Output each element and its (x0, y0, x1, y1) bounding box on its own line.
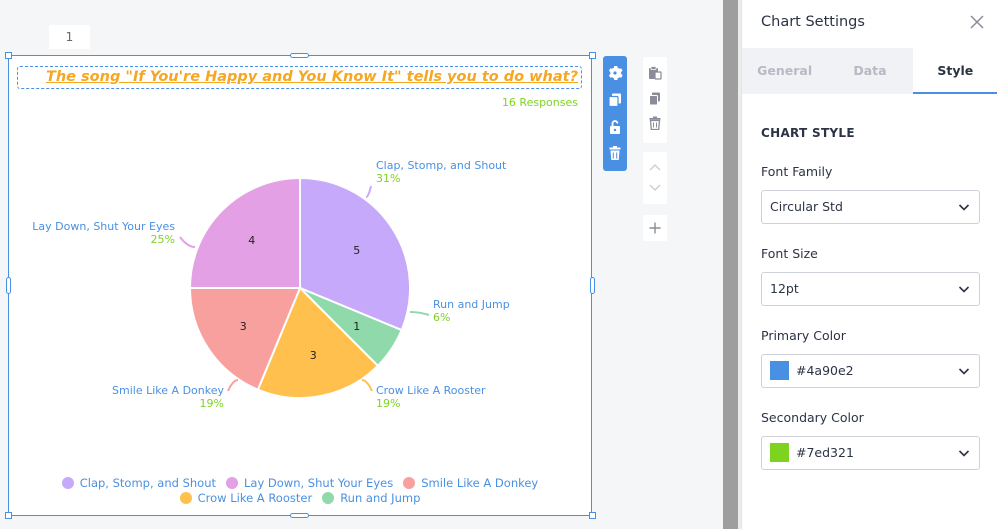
report-canvas: 1 The song "If You're Happy and You Know… (5, 25, 667, 519)
legend-item[interactable]: Clap, Stomp, and Shout (61, 476, 216, 490)
tab-data[interactable]: Data (853, 63, 887, 78)
secondary-color-value: #7ed321 (796, 445, 854, 460)
pie-slice (299, 176, 411, 332)
panel-divider (738, 0, 741, 529)
legend-color-dot (322, 492, 335, 504)
settings-tabs: General Data Style (742, 48, 997, 94)
leader-line (361, 379, 373, 392)
pie-slice (188, 287, 302, 391)
chart-legend: Clap, Stomp, and Shout Lay Down, Shut You… (20, 476, 580, 506)
panel-title: Chart Settings (761, 14, 865, 30)
element-toolbar (603, 56, 627, 171)
slice-percent-label: 25% (151, 233, 175, 246)
trash-icon[interactable] (607, 145, 623, 161)
legend-item[interactable]: Run and Jump (322, 491, 420, 505)
resize-handle-top-left[interactable] (5, 52, 12, 59)
unlock-icon[interactable] (607, 119, 623, 135)
legend-label: Smile Like A Donkey (421, 476, 539, 490)
legend-color-dot (179, 492, 192, 504)
primary-color-swatch (770, 360, 789, 380)
arrow-up-icon[interactable] (648, 161, 662, 173)
legend-color-dot (403, 477, 416, 489)
slice-name-label: Run and Jump (433, 298, 510, 311)
section-heading: CHART STYLE (761, 126, 855, 140)
slice-name-label: Smile Like A Donkey (112, 384, 224, 397)
arrow-down-icon[interactable] (648, 182, 662, 194)
close-icon[interactable] (968, 13, 986, 31)
resize-handle-bottom[interactable] (290, 513, 309, 518)
leader-line (365, 185, 372, 198)
slice-name-label: Crow Like A Rooster (376, 384, 486, 397)
gear-icon[interactable] (607, 65, 623, 81)
slice-percent-label: 19% (200, 397, 224, 410)
font-family-value: Circular Std (770, 199, 843, 214)
plus-icon[interactable] (648, 221, 662, 235)
legend-item[interactable]: Lay Down, Shut Your Eyes (226, 476, 393, 490)
primary-color-value: #4a90e2 (796, 363, 854, 378)
chevron-down-icon (958, 286, 970, 293)
legend-color-dot (61, 477, 74, 489)
page-number-tab[interactable]: 1 (49, 25, 90, 49)
trash-icon[interactable] (648, 116, 662, 130)
leader-line (179, 236, 196, 248)
resize-handle-top[interactable] (290, 53, 309, 58)
font-size-select[interactable]: 12pt (761, 272, 980, 306)
legend-label: Crow Like A Rooster (197, 491, 313, 505)
add-tools-group (643, 215, 667, 241)
font-family-select[interactable]: Circular Std (761, 190, 980, 224)
slice-value-label: 1 (353, 320, 360, 333)
legend-row: Crow Like A Rooster Run and Jump (20, 491, 580, 505)
duplicate-icon[interactable] (607, 92, 623, 108)
secondary-color-swatch (770, 442, 789, 462)
resize-handle-bottom-right[interactable] (589, 512, 596, 519)
chevron-down-icon (958, 204, 970, 211)
paste-icon[interactable] (648, 66, 662, 80)
font-size-value: 12pt (770, 281, 799, 296)
legend-row: Clap, Stomp, and Shout Lay Down, Shut You… (20, 476, 580, 490)
canvas-scrollbar[interactable] (723, 0, 738, 529)
legend-item[interactable]: Crow Like A Rooster (179, 491, 313, 505)
resize-handle-right[interactable] (590, 277, 595, 294)
slice-value-label: 5 (353, 244, 360, 257)
reorder-tools-group (643, 152, 667, 204)
pie-slice (256, 286, 380, 399)
copy-icon[interactable] (648, 92, 662, 106)
slice-percent-label: 19% (376, 397, 400, 410)
slice-value-label: 3 (240, 320, 247, 333)
pie-slice (188, 176, 301, 289)
primary-color-label: Primary Color (761, 328, 846, 343)
slice-value-label: 3 (310, 349, 317, 362)
legend-label: Clap, Stomp, and Shout (79, 476, 216, 490)
slice-value-label: 4 (248, 234, 255, 247)
leader-line (409, 311, 430, 316)
font-family-label: Font Family (761, 164, 833, 179)
secondary-color-label: Secondary Color (761, 410, 864, 425)
chart-settings-panel: Chart Settings General Data Style CHART … (741, 0, 997, 529)
chevron-down-icon (958, 450, 970, 457)
slice-name-label: Clap, Stomp, and Shout (376, 159, 507, 172)
chevron-down-icon (958, 368, 970, 375)
tab-style[interactable]: Style (912, 48, 997, 94)
tab-general[interactable]: General (757, 63, 813, 78)
legend-label: Lay Down, Shut Your Eyes (244, 476, 394, 490)
slice-percent-label: 31% (376, 172, 400, 185)
resize-handle-bottom-left[interactable] (5, 512, 12, 519)
response-count: 16 Responses (501, 96, 578, 109)
slice-percent-label: 6% (433, 311, 450, 324)
question-title[interactable]: The song "If You're Happy and You Know I… (17, 66, 582, 89)
page-tools-group (643, 57, 667, 143)
leader-line (227, 379, 239, 392)
legend-color-dot (226, 477, 238, 489)
resize-handle-left[interactable] (6, 277, 11, 294)
primary-color-select[interactable]: #4a90e2 (761, 354, 980, 388)
legend-item[interactable]: Smile Like A Donkey (403, 476, 538, 490)
legend-label: Run and Jump (340, 491, 421, 505)
secondary-color-select[interactable]: #7ed321 (761, 436, 980, 470)
font-size-label: Font Size (761, 246, 818, 261)
slice-name-label: Lay Down, Shut Your Eyes (32, 220, 175, 233)
resize-handle-top-right[interactable] (589, 52, 596, 59)
